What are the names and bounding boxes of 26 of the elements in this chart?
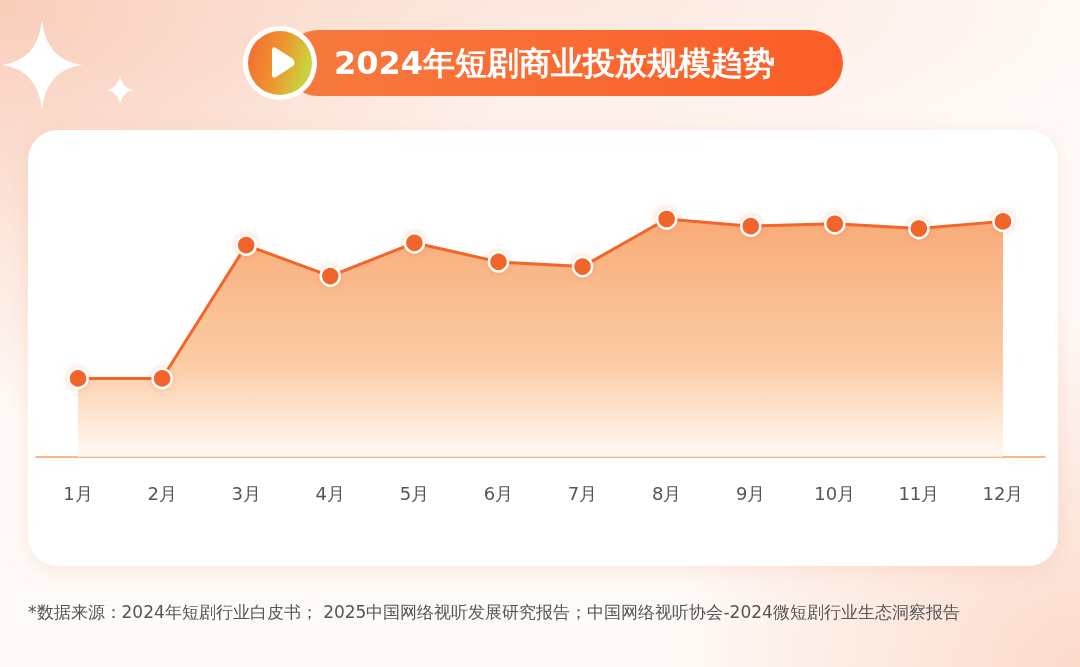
point: [992, 210, 1014, 233]
point: [403, 232, 426, 254]
point: [908, 217, 930, 240]
x-tick-label: 6月: [483, 482, 514, 504]
x-tick-label: 11月: [898, 482, 940, 504]
point: [67, 367, 89, 390]
x-tick-label: 2月: [147, 482, 177, 504]
point: [655, 208, 678, 230]
x-tick-label: 5月: [399, 482, 430, 504]
point: [235, 234, 257, 256]
x-tick-label: 12月: [982, 482, 1024, 504]
point: [487, 251, 510, 273]
x-tick-label: 4月: [315, 482, 346, 504]
point: [571, 255, 594, 278]
point: [739, 215, 762, 237]
x-tick-label: 9月: [735, 482, 766, 504]
x-tick-label: 8月: [651, 482, 682, 504]
point: [824, 213, 846, 235]
point: [319, 265, 342, 287]
x-tick-label: 3月: [231, 482, 261, 504]
text: *数据来源：2024年短剧行业白皮书； 2025中国网络视听发展研究报告；中国网络视听协会-2024微短剧行业生态洞察报告: [28, 601, 961, 624]
x-tick-label: 7月: [567, 482, 598, 504]
x-tick-label: 10月: [814, 482, 856, 504]
point: [151, 367, 173, 390]
x-tick-label: 1月: [63, 482, 93, 504]
chart-title: 2024年短剧商业投放规模趋势: [334, 43, 776, 84]
